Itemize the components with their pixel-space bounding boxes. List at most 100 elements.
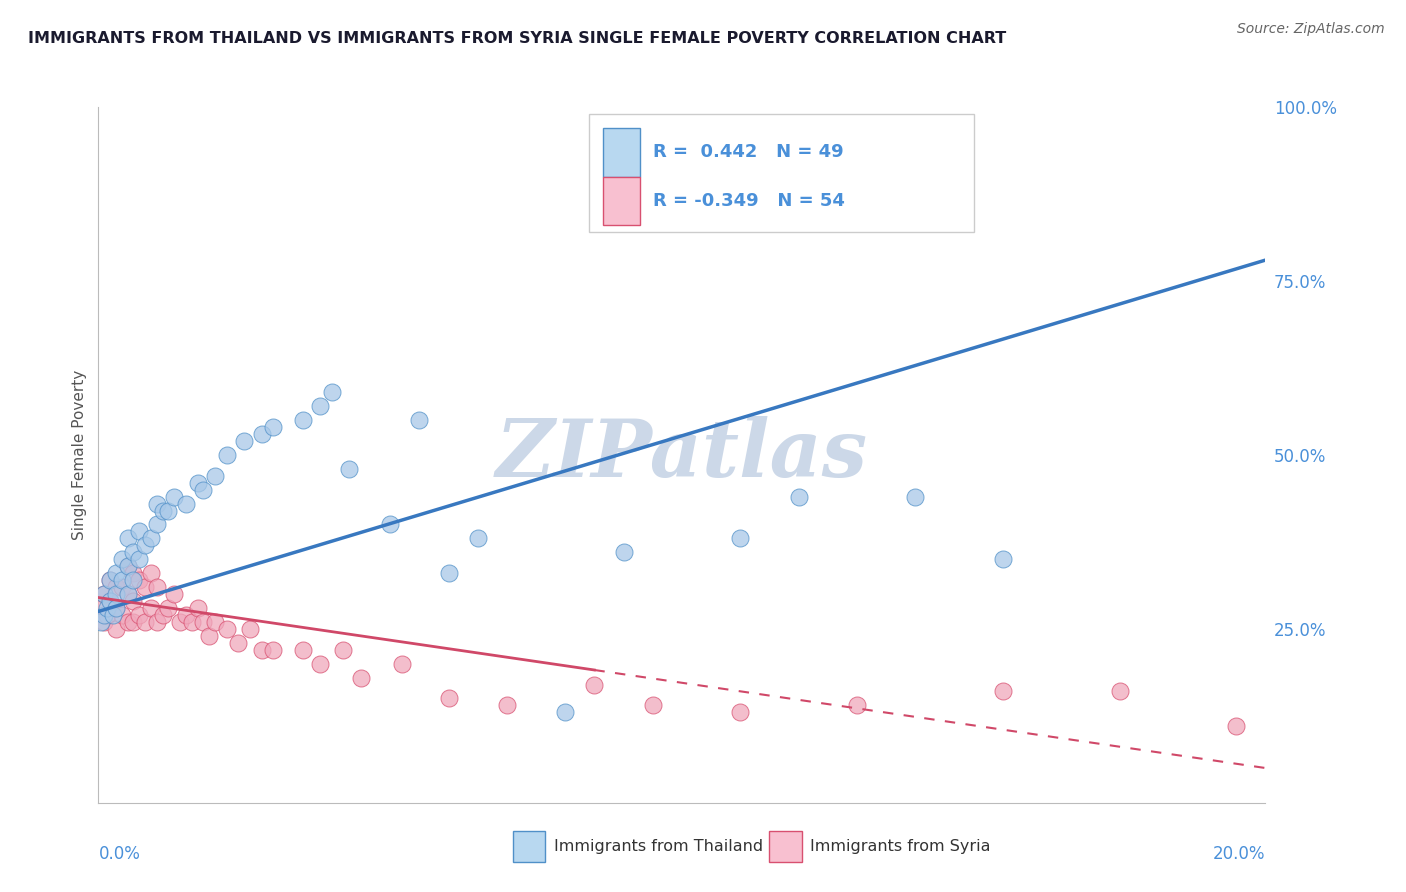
Point	[139, 566, 162, 581]
Point	[146, 517, 169, 532]
Point	[101, 607, 124, 622]
Point	[157, 503, 180, 517]
Point	[262, 420, 284, 434]
Text: Immigrants from Thailand: Immigrants from Thailand	[554, 839, 762, 855]
Point	[139, 532, 162, 546]
Point	[215, 448, 238, 462]
FancyBboxPatch shape	[513, 830, 546, 862]
Point	[250, 427, 273, 442]
Point	[309, 399, 332, 413]
Point	[309, 657, 332, 671]
Text: IMMIGRANTS FROM THAILAND VS IMMIGRANTS FROM SYRIA SINGLE FEMALE POVERTY CORRELAT: IMMIGRANTS FROM THAILAND VS IMMIGRANTS F…	[28, 31, 1007, 46]
FancyBboxPatch shape	[769, 830, 801, 862]
Point	[117, 587, 139, 601]
Point	[90, 601, 112, 615]
Point	[96, 607, 118, 622]
Point	[163, 490, 186, 504]
Text: ZIPatlas: ZIPatlas	[496, 417, 868, 493]
Point	[128, 524, 150, 539]
Point	[117, 559, 139, 574]
Point	[122, 594, 145, 608]
Point	[152, 503, 174, 517]
Point	[98, 573, 121, 587]
Point	[193, 615, 215, 629]
Point	[146, 580, 169, 594]
Point	[846, 698, 869, 713]
Point	[111, 580, 134, 594]
Point	[152, 607, 174, 622]
Point	[111, 607, 134, 622]
Point	[111, 552, 134, 566]
Text: Source: ZipAtlas.com: Source: ZipAtlas.com	[1237, 22, 1385, 37]
Point	[991, 684, 1014, 698]
Point	[93, 587, 115, 601]
Point	[193, 483, 215, 497]
Point	[787, 490, 810, 504]
Point	[174, 497, 197, 511]
Point	[104, 622, 127, 636]
Point	[117, 532, 139, 546]
Point	[117, 587, 139, 601]
Point	[146, 497, 169, 511]
Point	[350, 671, 373, 685]
Point	[90, 615, 112, 629]
Point	[104, 580, 127, 594]
FancyBboxPatch shape	[603, 128, 640, 177]
Point	[228, 636, 250, 650]
Point	[408, 413, 430, 427]
Point	[98, 594, 121, 608]
Point	[122, 615, 145, 629]
Point	[163, 587, 186, 601]
Point	[583, 677, 606, 691]
Point	[180, 615, 202, 629]
Point	[93, 587, 115, 601]
Point	[146, 615, 169, 629]
Point	[187, 601, 209, 615]
Point	[198, 629, 221, 643]
Point	[134, 580, 156, 594]
Point	[128, 552, 150, 566]
Point	[96, 601, 118, 615]
Point	[641, 698, 664, 713]
Text: 20.0%: 20.0%	[1213, 845, 1265, 863]
Point	[337, 462, 360, 476]
Point	[730, 532, 752, 546]
Text: R =  0.442   N = 49: R = 0.442 N = 49	[652, 144, 844, 161]
Point	[391, 657, 413, 671]
Text: R = -0.349   N = 54: R = -0.349 N = 54	[652, 192, 845, 210]
Point	[134, 538, 156, 552]
Point	[671, 149, 693, 163]
Point	[1225, 719, 1247, 733]
Point	[117, 559, 139, 574]
Point	[904, 490, 927, 504]
Point	[380, 517, 402, 532]
Point	[122, 573, 145, 587]
Point	[991, 552, 1014, 566]
Point	[437, 691, 460, 706]
Point	[233, 434, 256, 448]
Point	[98, 594, 121, 608]
Point	[321, 385, 343, 400]
Point	[291, 413, 314, 427]
Point	[332, 642, 354, 657]
Point	[104, 601, 127, 615]
Text: Immigrants from Syria: Immigrants from Syria	[810, 839, 991, 855]
Point	[467, 532, 489, 546]
Point	[437, 566, 460, 581]
Point	[111, 573, 134, 587]
FancyBboxPatch shape	[589, 114, 973, 232]
Point	[204, 615, 226, 629]
Point	[262, 642, 284, 657]
Point	[215, 622, 238, 636]
Point	[98, 573, 121, 587]
Point	[1108, 684, 1130, 698]
Text: 0.0%: 0.0%	[98, 845, 141, 863]
Point	[122, 545, 145, 559]
Point	[93, 615, 115, 629]
Point	[612, 545, 634, 559]
Point	[93, 607, 115, 622]
Point	[174, 607, 197, 622]
Point	[554, 706, 576, 720]
Y-axis label: Single Female Poverty: Single Female Poverty	[72, 370, 87, 540]
Point	[104, 566, 127, 581]
